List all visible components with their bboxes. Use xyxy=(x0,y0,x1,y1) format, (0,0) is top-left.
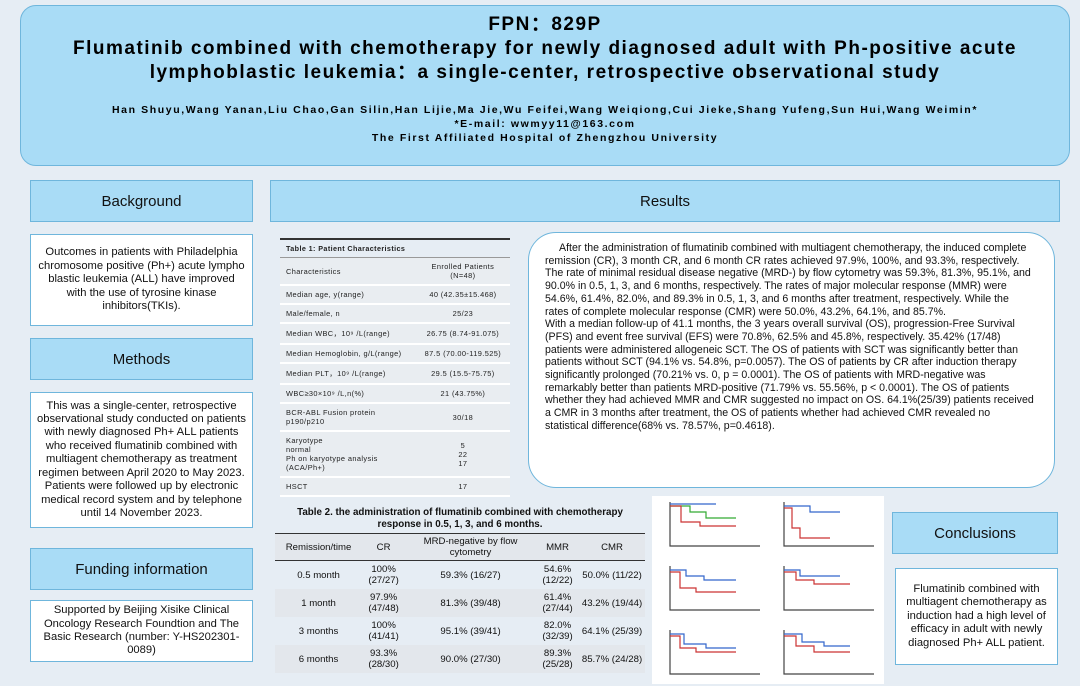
table-cell: 3 months xyxy=(298,625,339,637)
table-cell: 43.2% (19/44) xyxy=(579,589,645,617)
table-cell: 40 (42.35±15.468) xyxy=(415,285,510,305)
km-plot xyxy=(669,630,760,675)
km-plot xyxy=(669,566,760,611)
email: *E-mail: wwmyy11@163.com xyxy=(454,118,636,130)
section-text: This was a single-center, retrospective … xyxy=(30,392,253,528)
poster-code: FPN：829P xyxy=(488,14,602,35)
km-plot xyxy=(783,566,874,611)
section-heading: Conclusions xyxy=(892,512,1058,554)
table-cell: Male/female, n xyxy=(280,304,416,324)
km-plot xyxy=(783,502,874,547)
table-caption: Table 1: Patient Characteristics xyxy=(280,238,510,258)
table-cell: 17 xyxy=(415,477,510,497)
table-cell: Median WBC，10⁹ /L(range) xyxy=(280,323,416,345)
column-header: CMR xyxy=(579,533,645,561)
table-cell: 82.0% (32/39) xyxy=(542,620,573,642)
table-cell: 59.3% (16/27) xyxy=(440,569,501,581)
table-cell: Median Hemoglobin, g/L(range) xyxy=(280,344,416,364)
table-cell: 100% (27/27) xyxy=(368,564,399,586)
km-plot xyxy=(783,630,874,675)
table-cell: 90.0% (27/30) xyxy=(405,645,536,673)
column-header: MRD-negative by flow cytometry xyxy=(405,533,536,561)
table-header-row: Remission/time CR MRD-negative by flow cyt… xyxy=(275,533,645,561)
table-cell: 6 months xyxy=(275,645,363,673)
table-row: Median PLT，10⁹ /L(range) 29.5 (15.5-75.75… xyxy=(280,363,510,385)
table-row: BCR-ABL Fusion protein p190/p210 30/18 xyxy=(280,403,510,432)
survival-figures xyxy=(652,496,884,684)
table-cell: Enrolled Patients (N=48) xyxy=(415,257,510,286)
table-cell: 93.3% (28/30) xyxy=(362,645,406,673)
table-row: Median age, y(range) 40 (42.35±15.468) xyxy=(280,285,510,305)
km-plot xyxy=(669,502,760,547)
section-heading: Background xyxy=(30,180,253,222)
table-cell: Characteristics xyxy=(280,257,416,286)
table-cell: Karyotype normal Ph on karyotype analysi… xyxy=(280,431,416,478)
authors: Han Shuyu,Wang Yanan,Liu Chao,Gan Silin,… xyxy=(112,104,978,116)
table-row: 3 months 100% (41/41) 95.1% (39/41) 82.0% (… xyxy=(275,617,645,645)
section-heading: Funding information xyxy=(30,548,253,590)
table-cell: 54.6% (12/22) xyxy=(542,564,573,586)
table-cell: 89.3% (25/28) xyxy=(536,645,580,673)
section-heading: Methods xyxy=(30,338,253,380)
section-text: Supported by Beijing Xisike Clinical Onc… xyxy=(30,600,253,662)
table-cell: 61.4% (27/44) xyxy=(536,589,580,617)
table-cell: Median age, y(range) xyxy=(280,285,416,305)
table-cell: 0.5 month xyxy=(297,569,340,581)
affiliation: The First Affiliated Hospital of Zhengzh… xyxy=(371,132,719,144)
patient-table: Table 1: Patient Characteristics Characte… xyxy=(280,238,510,497)
table-cell: 85.7% (24/28) xyxy=(579,645,645,673)
section-text: Outcomes in patients with Philadelphia c… xyxy=(30,234,253,326)
response-table: Table 2. the administration of flumatini… xyxy=(275,505,645,673)
table-row: 1 month 97.9% (47/48) 81.3% (39/48) 61.4% (… xyxy=(275,589,645,617)
table-cell: 95.1% (39/41) xyxy=(440,625,501,637)
poster-header: FPN：829P Flumatinib combined with chemot… xyxy=(20,5,1070,166)
table-row: Male/female, n 25/23 xyxy=(280,304,510,324)
column-header: CR xyxy=(362,533,406,561)
table-cell: 97.9% (47/48) xyxy=(362,589,406,617)
poster-title: Flumatinib combined with chemotherapy fo… xyxy=(73,38,1017,83)
table-cell: 26.75 (8.74-91.075) xyxy=(415,323,510,345)
table-cell: 25/23 xyxy=(415,304,510,324)
table-row: 6 months 93.3% (28/30) 90.0% (27/30) 89.3% … xyxy=(275,645,645,673)
paragraph: With a median follow-up of 41.1 months, … xyxy=(545,318,1034,432)
table-row: Median WBC，10⁹ /L(range) 26.75 (8.74-91.0… xyxy=(280,323,510,345)
table-caption: Table 2. the administration of flumatini… xyxy=(297,507,623,530)
table-row: WBC≥30×10⁹ /L,n(%) 21 (43.75%) xyxy=(280,384,510,404)
table-row: Karyotype normal Ph on karyotype analysi… xyxy=(280,431,510,478)
table-cell: 30/18 xyxy=(415,403,510,432)
table-cell: Median PLT，10⁹ /L(range) xyxy=(280,363,416,385)
table-cell: 100% (41/41) xyxy=(368,620,399,642)
table-cell: 64.1% (25/39) xyxy=(581,625,643,637)
results-text: After the administration of flumatinib c… xyxy=(528,232,1055,488)
table-cell: 50.0% (11/22) xyxy=(582,569,642,581)
section-heading: Results xyxy=(270,180,1060,222)
table-cell: BCR-ABL Fusion protein p190/p210 xyxy=(280,403,416,432)
table-cell: 29.5 (15.5-75.75) xyxy=(415,363,510,385)
column-header: MMR xyxy=(536,533,580,561)
table-row: 0.5 month 100% (27/27) 59.3% (16/27) 54.6% … xyxy=(275,561,645,590)
table-row: HSCT 17 xyxy=(280,477,510,497)
table-cell: 81.3% (39/48) xyxy=(405,589,536,617)
section-text: Flumatinib combined with multiagent chem… xyxy=(895,568,1058,665)
table-cell: 21 (43.75%) xyxy=(415,384,510,404)
table-cell: HSCT xyxy=(280,477,416,497)
paragraph: After the administration of flumatinib c… xyxy=(545,242,1031,318)
table-row: Median Hemoglobin, g/L(range) 87.5 (70.00… xyxy=(280,344,510,364)
table-cell: 1 month xyxy=(275,589,363,617)
table-cell: WBC≥30×10⁹ /L,n(%) xyxy=(280,384,416,404)
table-cell: 87.5 (70.00-119.525) xyxy=(415,344,510,364)
column-header: Remission/time xyxy=(275,533,363,561)
table-row: Characteristics Enrolled Patients (N=48) xyxy=(280,257,510,286)
table-cell: 5 22 17 xyxy=(415,431,510,478)
